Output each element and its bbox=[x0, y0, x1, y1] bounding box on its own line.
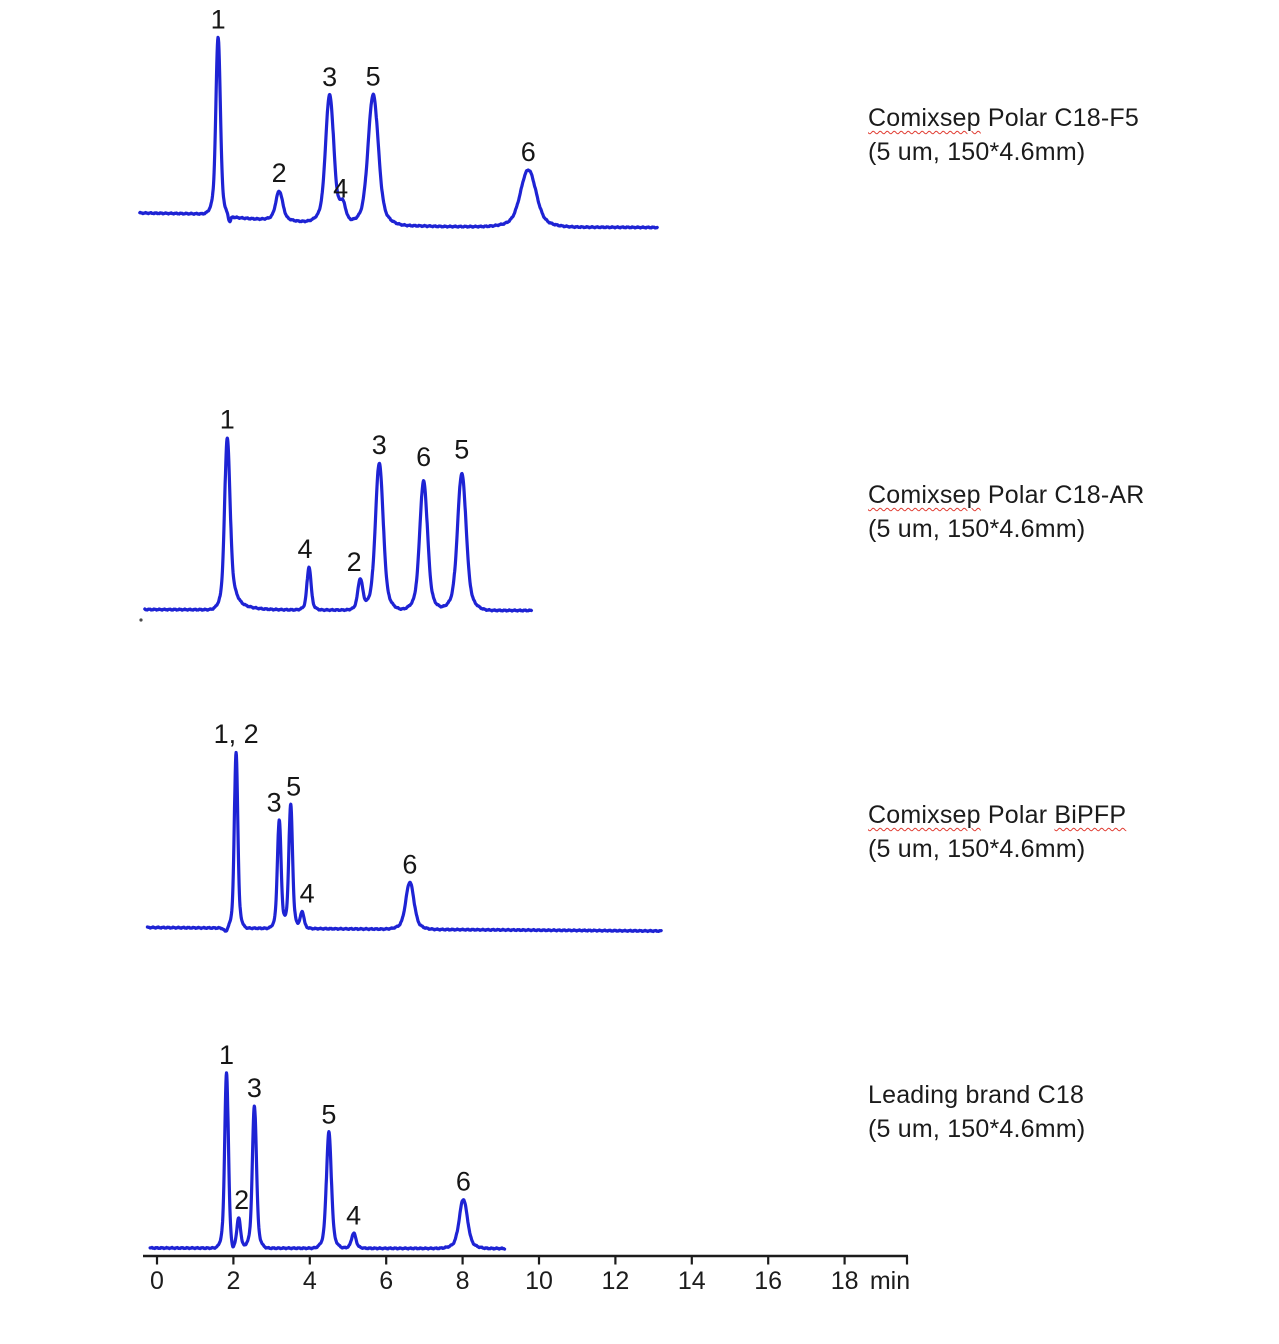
column-name-part: Comixsep bbox=[868, 104, 981, 132]
x-axis-tick-label: 0 bbox=[150, 1267, 164, 1295]
peak-label-comixsep-polar-c18-f5-6: 6 bbox=[521, 137, 536, 167]
x-axis-tick-label: 16 bbox=[754, 1267, 782, 1295]
column-name: Leading brand C18 bbox=[868, 1078, 1268, 1112]
peak-label-comixsep-polar-c18-ar-6: 6 bbox=[416, 442, 431, 472]
peak-label-leading-brand-c18-1: 1 bbox=[219, 1040, 234, 1070]
x-axis-tick-label: 10 bbox=[525, 1267, 553, 1295]
peak-label-leading-brand-c18-2: 2 bbox=[234, 1185, 249, 1215]
peak-label-comixsep-polar-c18-ar-4: 4 bbox=[297, 534, 312, 564]
column-name: Comixsep Polar C18-AR bbox=[868, 478, 1268, 512]
x-axis-unit-label: min bbox=[870, 1267, 910, 1295]
column-name-part: Comixsep bbox=[868, 801, 981, 829]
peak-label-comixsep-polar-bipfp-4: 4 bbox=[300, 879, 315, 909]
column-name-part: Comixsep bbox=[868, 481, 981, 509]
peak-label-leading-brand-c18-4: 4 bbox=[346, 1200, 361, 1230]
trace-comixsep-polar-c18-ar bbox=[143, 436, 533, 613]
column-name-part: BiPFP bbox=[1054, 801, 1127, 829]
peak-label-comixsep-polar-c18-f5-3: 3 bbox=[322, 62, 337, 92]
x-axis-tick-label: 8 bbox=[456, 1267, 470, 1295]
peak-label-comixsep-polar-c18-ar-2: 2 bbox=[347, 547, 362, 577]
x-axis-tick-label: 4 bbox=[303, 1267, 317, 1295]
column-label-c18-f5: Comixsep Polar C18-F5 (5 um, 150*4.6mm) bbox=[868, 101, 1268, 169]
x-axis-tick-label: 12 bbox=[601, 1267, 629, 1295]
peak-label-comixsep-polar-bipfp-3: 3 bbox=[267, 787, 282, 817]
peak-label-comixsep-polar-c18-ar-1: 1 bbox=[220, 405, 235, 435]
column-name-part: Polar C18-F5 bbox=[980, 104, 1139, 132]
peak-label-leading-brand-c18-3: 3 bbox=[247, 1073, 262, 1103]
peak-label-comixsep-polar-c18-ar-3: 3 bbox=[372, 430, 387, 460]
x-axis-tick-label: 18 bbox=[831, 1267, 859, 1295]
peak-label-comixsep-polar-bipfp-5: 5 bbox=[286, 772, 301, 802]
column-name: Comixsep Polar BiPFP bbox=[868, 798, 1268, 832]
peak-label-comixsep-polar-c18-f5-5: 5 bbox=[366, 62, 381, 92]
column-name: Comixsep Polar C18-F5 bbox=[868, 101, 1268, 135]
column-name-part: Leading brand C18 bbox=[868, 1081, 1085, 1109]
column-dimensions: (5 um, 150*4.6mm) bbox=[868, 138, 1086, 166]
x-axis-tick-label: 2 bbox=[226, 1267, 240, 1295]
column-name-part: Polar C18-AR bbox=[980, 481, 1145, 509]
trace-comixsep-polar-c18-f5 bbox=[138, 35, 659, 230]
column-label-bipfp: Comixsep Polar BiPFP (5 um, 150*4.6mm) bbox=[868, 798, 1268, 866]
x-axis-tick-label: 6 bbox=[379, 1267, 393, 1295]
column-label-leading-brand: Leading brand C18 (5 um, 150*4.6mm) bbox=[868, 1078, 1268, 1146]
column-name-part: Polar bbox=[980, 801, 1055, 829]
stray-dot-artifact bbox=[139, 618, 143, 622]
x-axis-tick-label: 14 bbox=[678, 1267, 706, 1295]
column-dimensions: (5 um, 150*4.6mm) bbox=[868, 515, 1086, 543]
trace-comixsep-polar-bipfp bbox=[145, 750, 663, 934]
column-label-c18-ar: Comixsep Polar C18-AR (5 um, 150*4.6mm) bbox=[868, 478, 1268, 546]
trace-leading-brand-c18 bbox=[148, 1071, 507, 1251]
peak-label-comixsep-polar-c18-f5-2: 2 bbox=[272, 158, 287, 188]
peak-label-comixsep-polar-c18-f5-1: 1 bbox=[211, 4, 226, 34]
peak-label-comixsep-polar-c18-f5-4: 4 bbox=[333, 174, 348, 204]
peak-label-leading-brand-c18-5: 5 bbox=[321, 1099, 336, 1129]
peak-label-comixsep-polar-bipfp-1-2: 1, 2 bbox=[214, 719, 259, 749]
peak-label-comixsep-polar-c18-ar-5: 5 bbox=[454, 434, 469, 464]
peak-label-leading-brand-c18-6: 6 bbox=[456, 1166, 471, 1196]
column-dimensions: (5 um, 150*4.6mm) bbox=[868, 835, 1086, 863]
column-dimensions: (5 um, 150*4.6mm) bbox=[868, 1115, 1086, 1143]
peak-label-comixsep-polar-bipfp-6: 6 bbox=[402, 849, 417, 879]
